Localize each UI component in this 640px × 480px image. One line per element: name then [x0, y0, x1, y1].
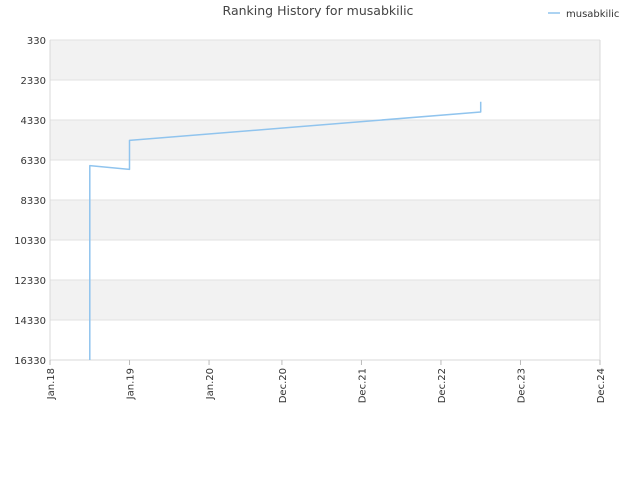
legend: musabkilic [548, 9, 619, 20]
y-tick-label: 12330 [14, 276, 46, 287]
x-tick-label: Jan.19 [126, 368, 137, 400]
grid-band [50, 160, 600, 200]
y-tick-label: 10330 [14, 236, 46, 247]
x-tick-label: Dec.20 [278, 368, 289, 403]
x-axis: Jan.18 Jan.19 Jan.20 Dec.20 Dec.21 Dec.22 Dec.… [46, 359, 607, 403]
y-tick-label: 2330 [21, 76, 46, 87]
y-tick-label: 8330 [21, 196, 46, 207]
y-tick-label: 6330 [21, 156, 46, 167]
x-tick-label: Jan.18 [46, 368, 57, 400]
y-axis: 330 2330 4330 6330 8330 10330 12330 14330 16330 [14, 36, 601, 367]
y-tick-label: 330 [27, 36, 46, 47]
legend-label: musabkilic [566, 9, 619, 20]
grid-band [50, 240, 600, 280]
x-tick-label: Dec.21 [357, 368, 368, 403]
x-tick-label: Dec.22 [437, 368, 448, 403]
x-tick-label: Dec.24 [596, 368, 607, 403]
chart-title: Ranking History for musabkilic [223, 3, 414, 18]
y-tick-label: 4330 [21, 116, 46, 127]
grid-band [50, 200, 600, 240]
y-tick-label: 14330 [14, 316, 46, 327]
y-tick-label: 16330 [14, 356, 46, 367]
series-line-musabkilic [89, 101, 482, 360]
grid-band [50, 80, 600, 120]
x-tick-label: Dec.23 [516, 368, 527, 403]
grid-band [50, 40, 600, 80]
series-layer [89, 101, 482, 360]
grid-band [50, 280, 600, 320]
grid-band [50, 320, 600, 360]
grid-bands [50, 39, 600, 361]
x-tick-label: Jan.20 [205, 368, 216, 400]
